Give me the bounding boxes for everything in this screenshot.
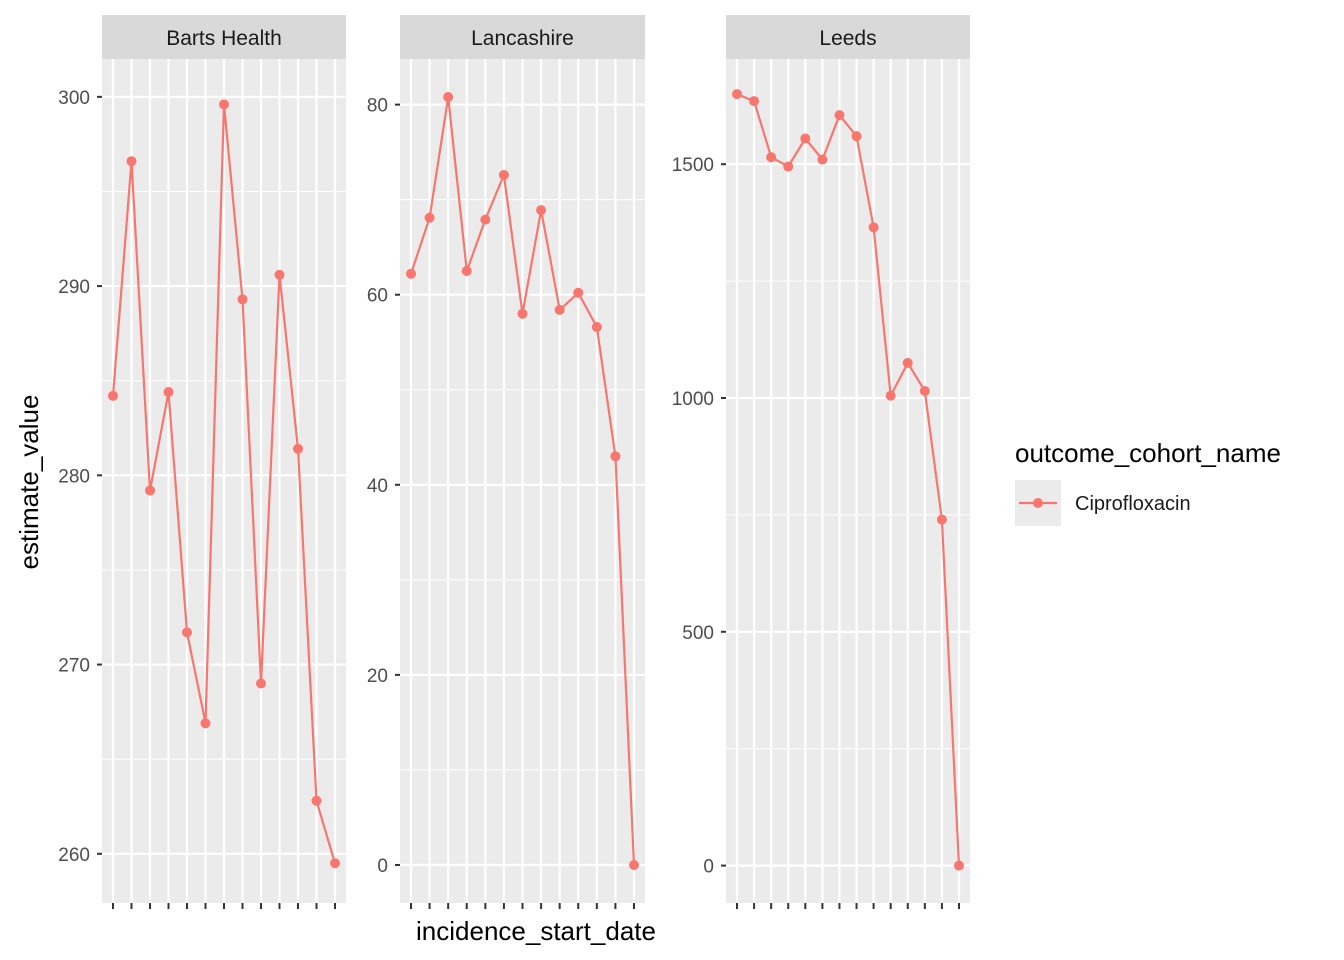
y-tick-label: 280	[58, 466, 90, 487]
legend-label: Ciprofloxacin	[1075, 493, 1191, 515]
data-point	[108, 390, 118, 401]
y-tick-label: 290	[58, 277, 90, 298]
facet-strip	[102, 15, 346, 59]
facet-strip	[726, 15, 970, 59]
y-tick-label: 500	[682, 623, 714, 644]
panel-background	[726, 59, 970, 903]
data-point	[200, 718, 211, 729]
y-tick-label: 1500	[672, 155, 714, 176]
data-point	[629, 859, 639, 870]
data-point	[868, 222, 879, 233]
data-point	[406, 268, 416, 279]
y-tick-label: 300	[58, 88, 90, 109]
data-point	[256, 678, 266, 689]
legend-key-point	[1033, 498, 1043, 508]
data-point	[766, 152, 777, 163]
data-point	[461, 265, 472, 276]
y-tick-label: 80	[367, 96, 388, 117]
data-point	[554, 304, 565, 315]
data-point	[163, 387, 174, 398]
facet-panels: Barts Health 260 270 280 290 300 Lancashire 0 20…	[58, 15, 970, 909]
data-point	[480, 214, 491, 225]
facet-strip-label: Barts Health	[166, 27, 282, 50]
y-tick-label: 260	[58, 845, 90, 866]
data-point	[293, 443, 303, 454]
data-point	[424, 212, 435, 223]
data-point	[954, 860, 964, 871]
data-point	[817, 154, 828, 165]
data-point	[936, 514, 947, 525]
data-point	[851, 131, 862, 142]
data-point	[610, 451, 621, 462]
data-point	[591, 322, 602, 333]
data-point	[330, 858, 340, 869]
data-point	[783, 161, 794, 172]
data-point	[274, 269, 285, 280]
y-tick-label: 40	[367, 476, 388, 497]
facet-panel: Barts Health 260 270 280 290 300	[58, 15, 346, 909]
data-point	[145, 485, 155, 496]
y-axis-title: estimate_value	[14, 395, 44, 570]
data-point	[517, 308, 528, 319]
data-point	[902, 357, 913, 368]
y-tick-label: 0	[703, 857, 714, 878]
legend-title: outcome_cohort_name	[1015, 438, 1281, 468]
facet-panel: Lancashire 0 20 40 60 80	[367, 15, 645, 909]
y-tick-label: 0	[377, 856, 388, 877]
data-point	[182, 627, 192, 638]
legend: outcome_cohort_name Ciprofloxacin	[1015, 438, 1281, 526]
y-tick-label: 270	[58, 656, 90, 677]
data-point	[237, 294, 248, 305]
facet-strip-label: Lancashire	[471, 27, 574, 50]
data-point	[919, 385, 930, 396]
facet-strip-label: Leeds	[819, 27, 876, 50]
y-tick-label: 60	[367, 286, 388, 307]
data-point	[126, 156, 137, 167]
y-tick-label: 20	[367, 666, 388, 687]
data-point	[219, 99, 229, 110]
x-axis-title: incidence_start_date	[416, 916, 656, 946]
y-tick-label: 1000	[672, 389, 714, 410]
data-point	[498, 169, 509, 180]
data-point	[443, 92, 454, 103]
data-point	[834, 110, 845, 121]
data-point	[749, 96, 760, 107]
data-point	[800, 133, 811, 144]
data-point	[311, 795, 322, 806]
data-point	[573, 287, 584, 298]
data-point	[536, 205, 547, 216]
facet-strip	[400, 15, 645, 59]
data-point	[885, 390, 896, 401]
facet-panel: Leeds 0 500 1000 1500	[672, 15, 970, 909]
data-point	[732, 89, 742, 100]
